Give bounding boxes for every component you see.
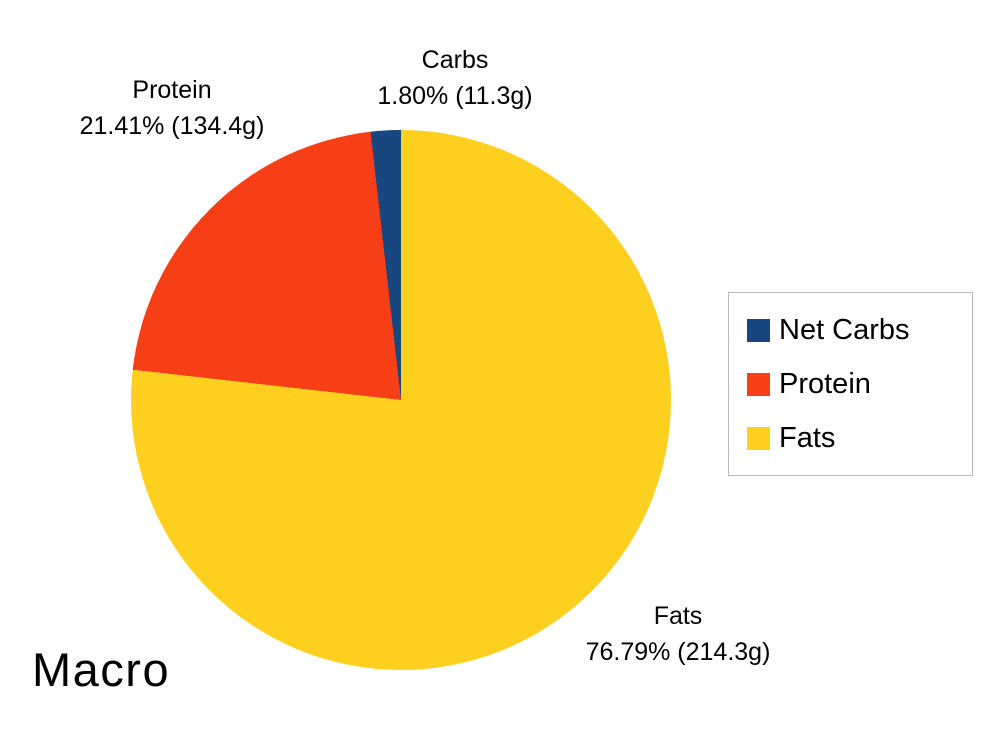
callout-protein-value: 21.41% (134.4g): [79, 112, 265, 140]
callout-protein: Protein 21.41% (134.4g): [22, 72, 322, 144]
callout-fats-label: Fats: [653, 602, 703, 630]
legend-label-fats: Fats: [779, 422, 836, 454]
callout-carbs: Carbs 1.80% (11.3g): [330, 42, 580, 114]
legend-item-fats: Fats: [747, 423, 954, 453]
legend-item-protein: Protein: [747, 369, 954, 399]
callout-carbs-label: Carbs: [421, 46, 489, 74]
pie-chart: [131, 130, 671, 670]
protein-swatch-icon: [747, 372, 770, 396]
callout-protein-label: Protein: [132, 76, 212, 104]
net-carbs-swatch-icon: [747, 318, 770, 342]
callout-fats: Fats 76.79% (214.3g): [528, 598, 828, 670]
callout-fats-value: 76.79% (214.3g): [585, 638, 771, 666]
chart-title: Macro: [32, 643, 171, 696]
legend: Net Carbs Protein Fats: [728, 292, 973, 476]
fats-swatch-icon: [747, 426, 770, 450]
legend-label-protein: Protein: [779, 368, 871, 400]
callout-carbs-value: 1.80% (11.3g): [377, 82, 533, 110]
legend-label-net-carbs: Net Carbs: [779, 314, 910, 346]
legend-item-net-carbs: Net Carbs: [747, 315, 954, 345]
